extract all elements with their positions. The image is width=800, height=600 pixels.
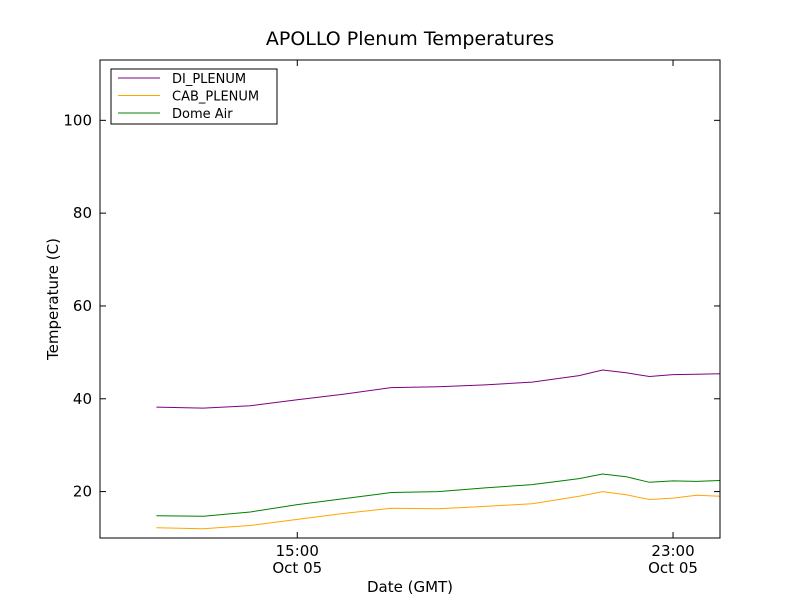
series-line-dome-air: [156, 473, 720, 517]
chart-title: APOLLO Plenum Temperatures: [266, 28, 554, 50]
x-tick-label-date: Oct 05: [272, 559, 322, 577]
legend-items: DI_PLENUM CAB_PLENUM Dome Air: [118, 72, 259, 122]
y-tick-label: 20: [73, 483, 92, 501]
y-tick-label: 60: [73, 297, 92, 315]
x-tick-label-date: Oct 05: [648, 559, 698, 577]
series-line-di-plenum: [156, 369, 720, 409]
legend-label-cab-plenum: CAB_PLENUM: [172, 90, 259, 105]
legend-label-dome-air: Dome Air: [172, 107, 233, 122]
y-tick-label: 80: [73, 204, 92, 222]
y-axis-ticks: 20 40 60 80 100: [63, 111, 720, 501]
x-tick-label-time: 23:00: [651, 542, 694, 560]
x-tick-label-time: 15:00: [276, 542, 319, 560]
series-line-cab-plenum: [156, 491, 720, 530]
plot-frame: [99, 59, 721, 539]
y-axis-label: Temperature (C): [44, 238, 62, 361]
y-tick-label: 40: [73, 390, 92, 408]
y-tick-label: 100: [63, 111, 92, 129]
series-layer: [156, 369, 720, 530]
legend-label-di-plenum: DI_PLENUM: [172, 72, 246, 87]
x-axis-label: Date (GMT): [367, 578, 453, 596]
legend: DI_PLENUM CAB_PLENUM Dome Air: [110, 68, 278, 125]
